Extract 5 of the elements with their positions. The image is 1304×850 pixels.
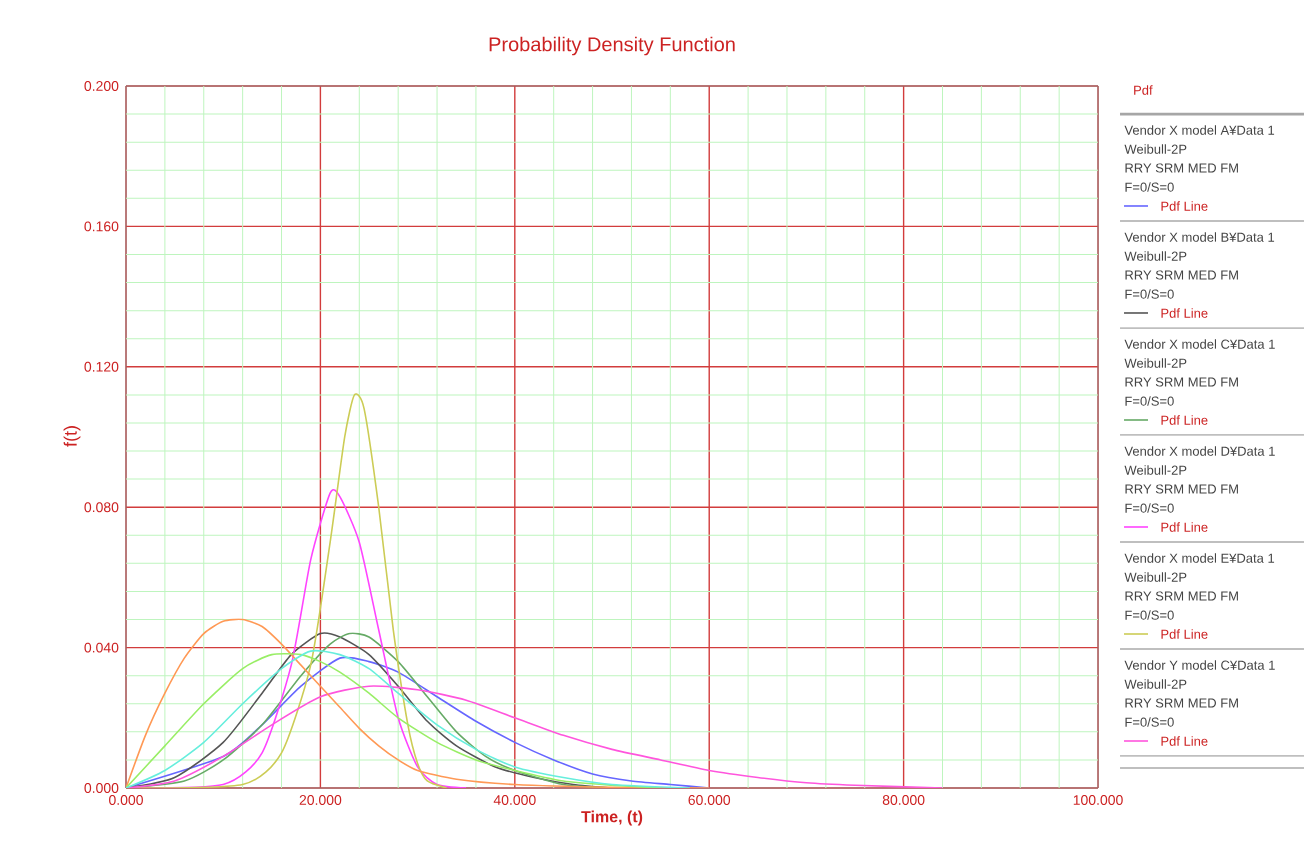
x-axis-title: Time, (t)	[581, 810, 643, 826]
line-series	[126, 618, 711, 788]
y-axis-title: f(t)	[63, 426, 81, 447]
chart-title: Probability Density Function	[489, 36, 735, 56]
line-series	[126, 685, 944, 788]
